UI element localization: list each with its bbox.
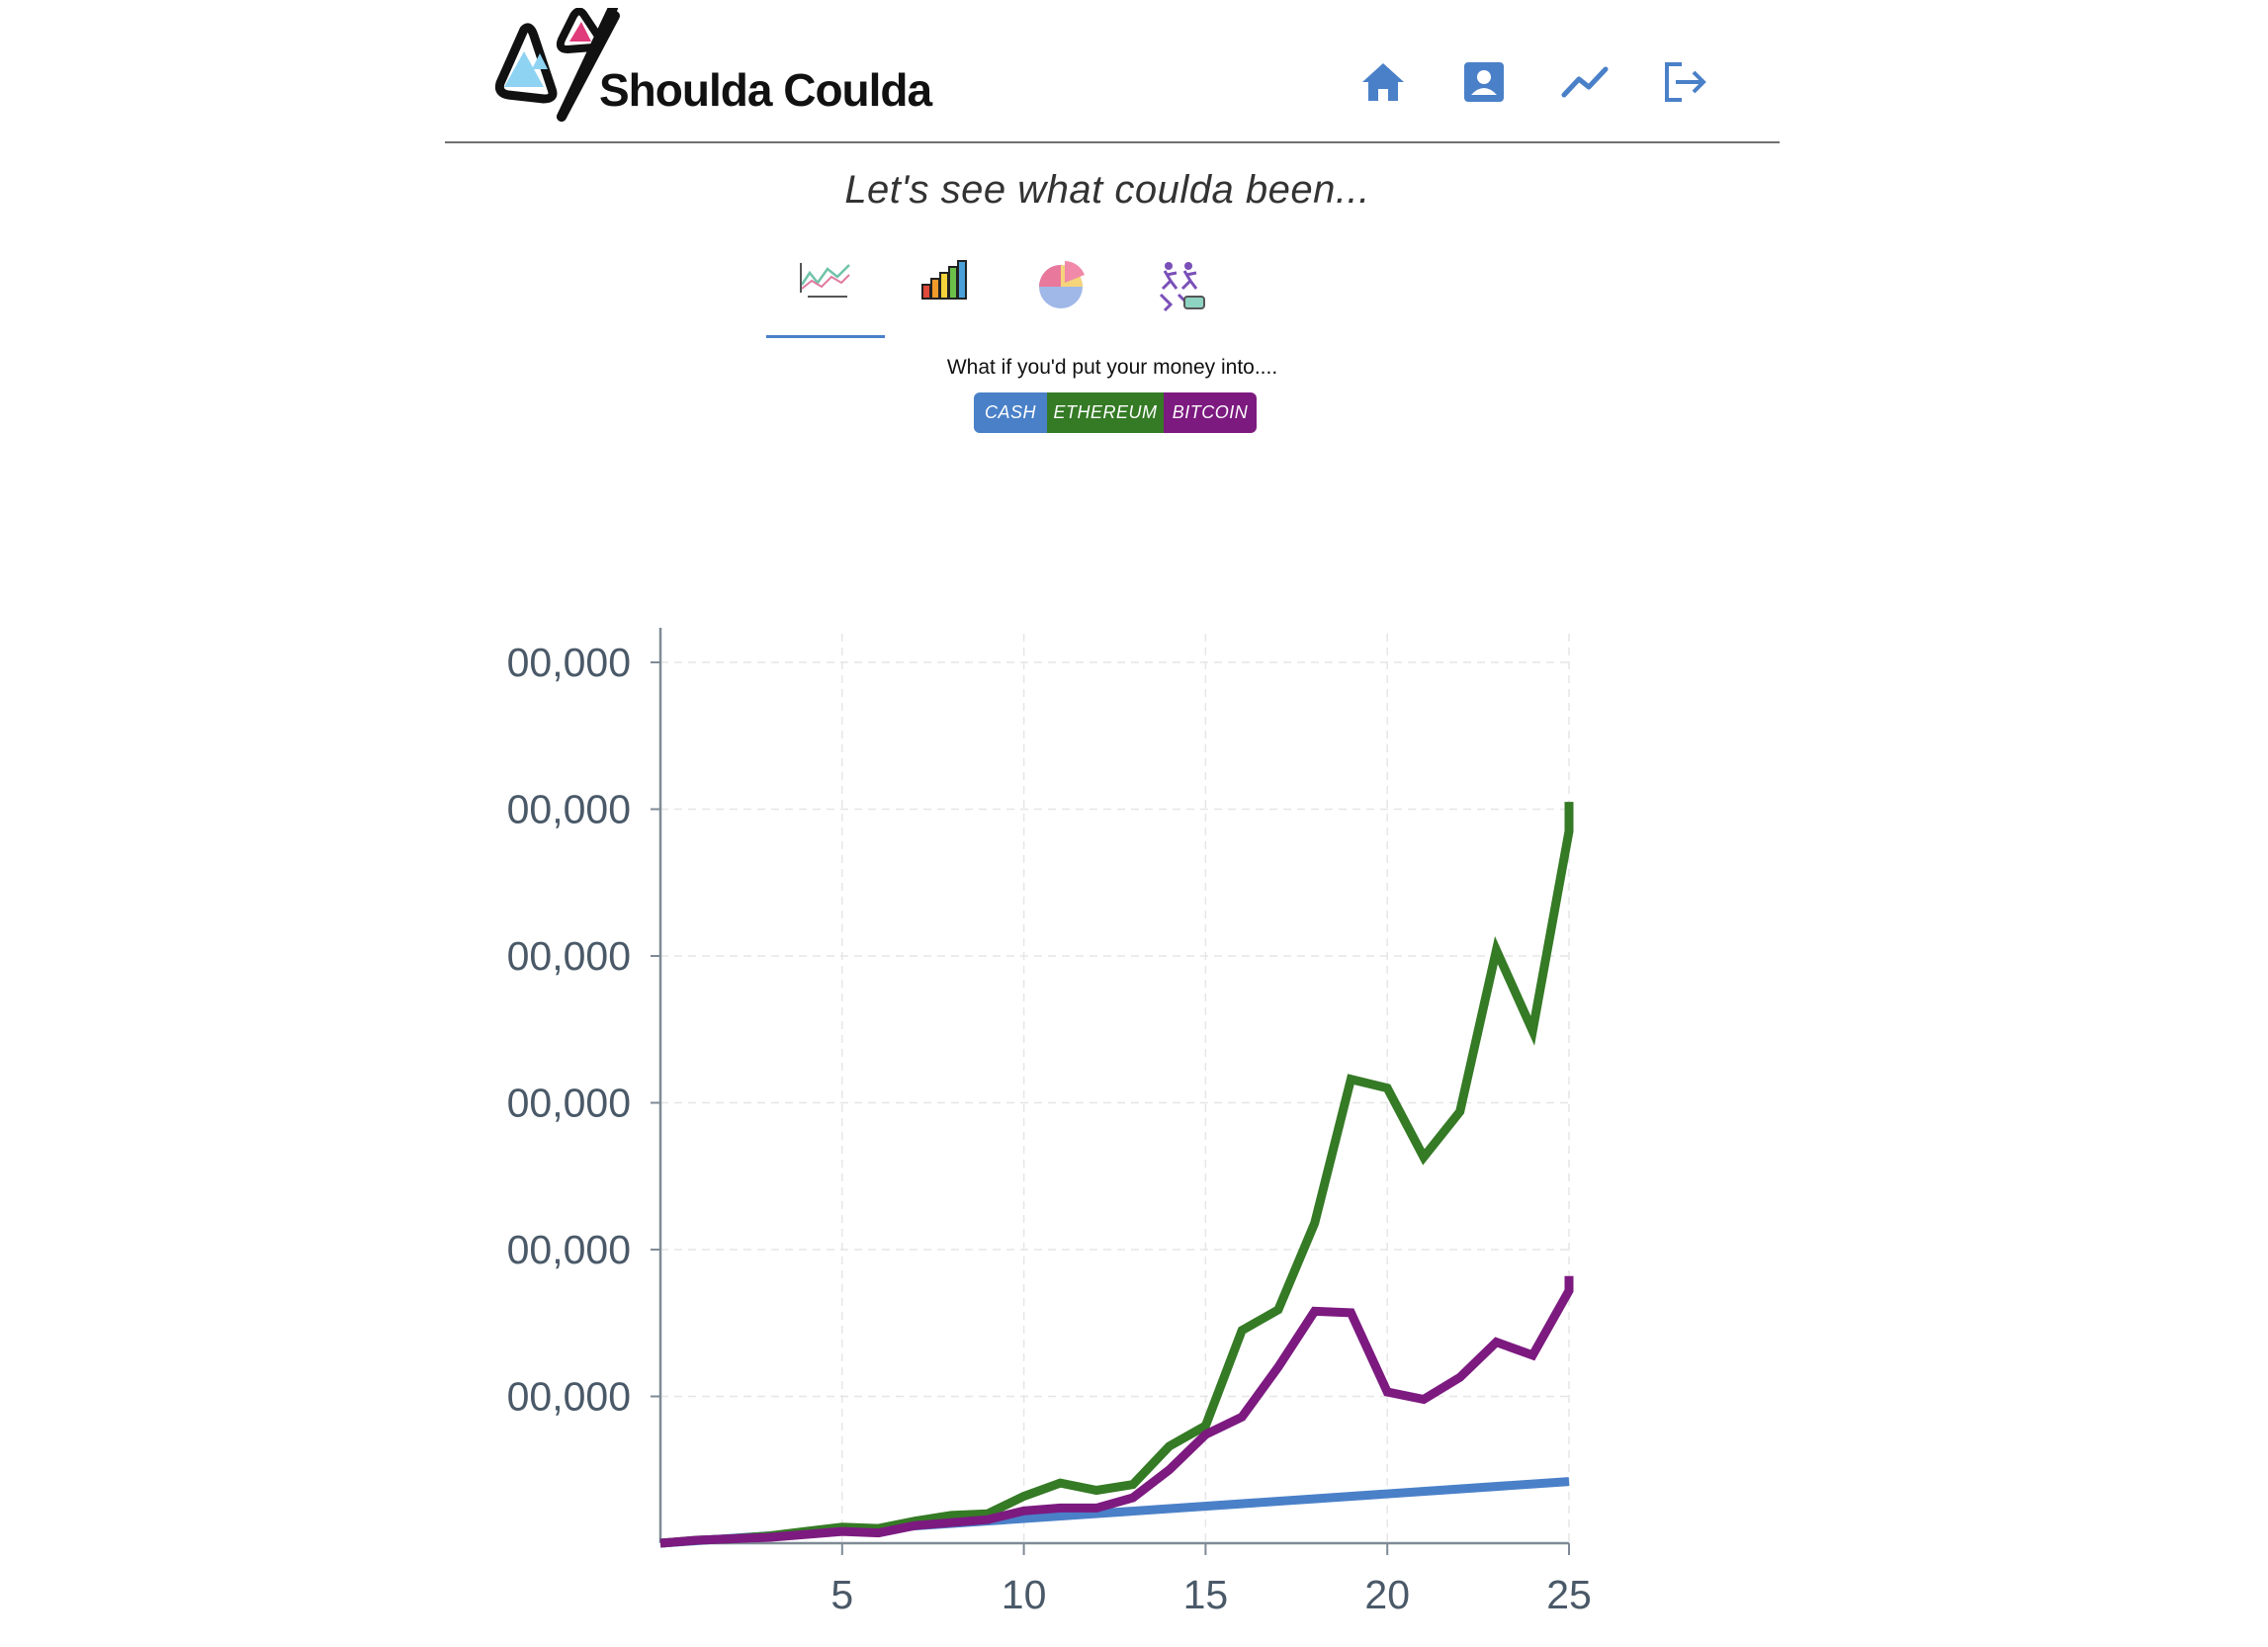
runners-icon [1159,262,1205,312]
logout-button[interactable] [1661,57,1710,107]
tab-bar-chart[interactable] [885,259,1003,330]
top-header: Shoulda Coulda [445,0,1780,143]
pie-chart-icon [1039,261,1085,308]
tagline: Let's see what coulda been... [844,168,1370,212]
chart-type-tabs [766,259,1241,338]
tab-line-chart[interactable] [766,259,885,338]
x-tick-label: 10 [1002,1572,1047,1617]
home-icon [1362,63,1404,101]
y-tick-label: 00,000 [507,640,631,685]
y-tick-label: 00,000 [507,1081,631,1126]
top-nav [1358,57,1710,107]
tab-pie-chart[interactable] [1003,259,1122,330]
cash-button[interactable]: CASH [974,392,1047,433]
x-tick-label: 5 [830,1572,853,1617]
profile-button[interactable] [1459,57,1509,107]
bitcoin-series-line [659,1275,1574,1548]
chart-icon [1561,66,1609,98]
y-tick-label: 00,000 [507,933,631,979]
logout-icon [1665,62,1706,102]
y-tick-label: 00,000 [507,787,631,832]
bitcoin-button[interactable]: BITCOIN [1164,392,1257,433]
x-tick-label: 15 [1183,1572,1229,1617]
profile-icon [1464,62,1504,102]
line-chart-icon [800,263,850,298]
y-tick-label: 00,000 [507,1374,631,1420]
question-text: What if you'd put your money into.... [946,356,1278,379]
x-tick-label: 25 [1546,1572,1592,1617]
x-tick-label: 20 [1364,1572,1410,1617]
chart-button[interactable] [1560,57,1610,107]
logo-text: Shoulda Coulda [599,64,932,116]
ethereum-button[interactable]: ETHEREUM [1047,392,1164,433]
shoulda-coulda-logo[interactable] [494,8,949,127]
asset-selector: CASH ETHEREUM BITCOIN [974,392,1257,433]
bar-chart-icon [921,260,967,300]
home-button[interactable] [1358,57,1408,107]
tab-comparison[interactable] [1122,259,1241,330]
growth-line-chart: 00,000 00,000 00,000 00,000 00,000 00,000 5 10 1… [507,628,1592,1617]
ethereum-series-line [659,802,1574,1548]
y-tick-label: 00,000 [507,1227,631,1272]
